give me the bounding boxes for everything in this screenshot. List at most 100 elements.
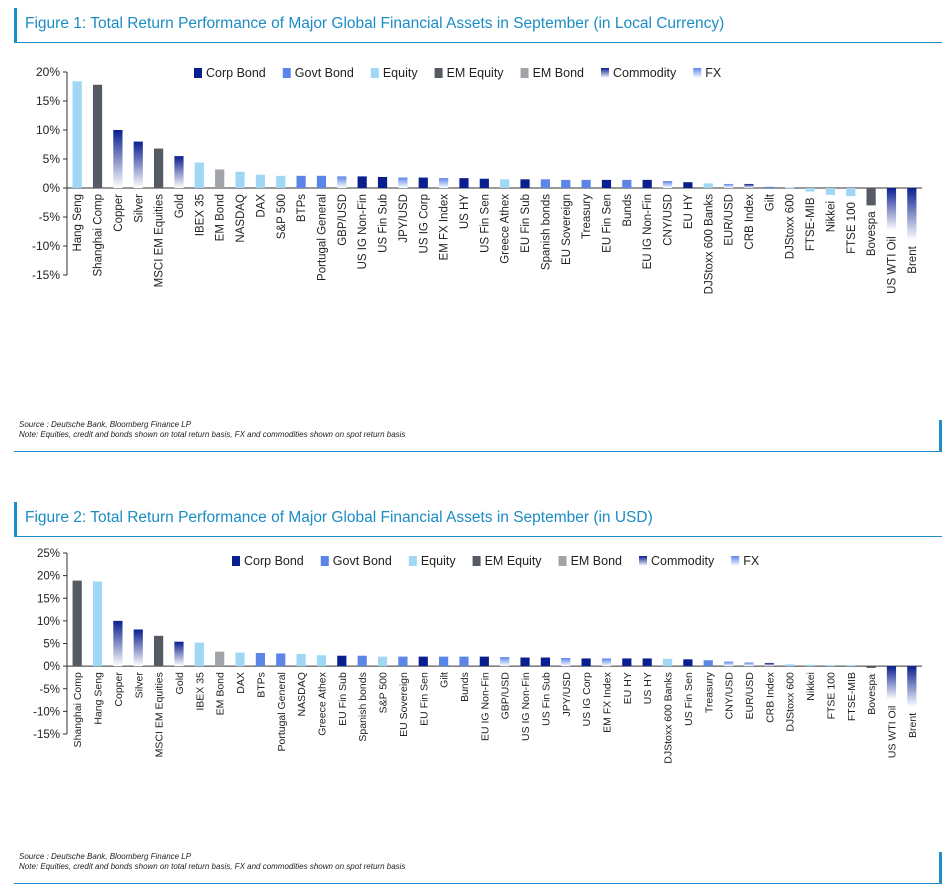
- bar-spanish-bonds: [357, 655, 367, 667]
- x-tick-label: Greece Athex: [316, 671, 328, 735]
- y-tick-label: 0%: [43, 181, 61, 195]
- x-tick-label: EM Bond: [215, 194, 227, 241]
- bar-em-bond: [215, 651, 225, 667]
- legend-swatch-corp-bond: [194, 68, 202, 78]
- y-tick-label: 25%: [37, 548, 60, 560]
- y-tick-label: 15%: [36, 94, 60, 108]
- bar-gilt: [439, 656, 449, 667]
- bar-nikkei: [805, 664, 815, 667]
- bar-treasury: [581, 179, 591, 188]
- bar-crb-index: [764, 662, 774, 667]
- x-tick-label: US Fin Sub: [540, 672, 552, 726]
- figure-2-chart: -15% -10% -5% 0% 5% 10% 15% 20% 25% Shanghai Comp…: [33, 548, 922, 764]
- bar-nikkei: [825, 188, 835, 195]
- x-tick-label: Brent: [907, 713, 919, 738]
- bar-em-fx-index: [601, 658, 612, 667]
- x-tick-label: Spanish bonds: [357, 672, 369, 741]
- figure-2-bottom-rule: [14, 883, 942, 884]
- bar-btps: [255, 653, 265, 667]
- legend-label-em-equity: EM Equity: [447, 66, 505, 80]
- x-tick-label: Silver: [133, 672, 145, 699]
- x-tick-label: BTPs: [255, 672, 267, 698]
- x-tick-label: Spanish bonds: [540, 194, 552, 270]
- bar-eu-sovereign: [398, 656, 408, 667]
- x-tick-label: Shanghai Comp: [72, 672, 84, 747]
- x-tick-label: DJStoxx 600 Banks: [703, 194, 715, 295]
- bar-eu-fin-sub: [520, 179, 530, 188]
- bar-us-ig-non-fin: [520, 657, 530, 667]
- bar-copper: [113, 620, 123, 667]
- bar-ftse-mib: [846, 665, 856, 667]
- bar-us-hy: [642, 658, 652, 667]
- bar-greece-athex: [316, 655, 327, 667]
- bar-eu-hy: [622, 658, 632, 667]
- x-tick-label: Portugal General: [316, 194, 328, 281]
- y-tick-label: 5%: [43, 152, 61, 166]
- bar-ftse-100: [846, 188, 856, 197]
- bar-portugal-general: [316, 175, 327, 188]
- x-tick-label: IBEX 35: [194, 194, 206, 236]
- bar-jpy-usd: [561, 657, 571, 667]
- x-tick-label: IBEX 35: [194, 672, 206, 711]
- x-tick-label: US Fin Sub: [378, 194, 390, 253]
- bar-gbp-usd: [337, 176, 347, 188]
- x-tick-label: DJStoxx 600 Banks: [663, 672, 675, 764]
- x-tick-label: DJStoxx 600: [785, 672, 797, 732]
- y-tick-label: -15%: [32, 268, 60, 282]
- x-tick-label: CRB Index: [764, 671, 776, 723]
- x-tick-label: Nikkei: [825, 201, 837, 232]
- bar-brent: [907, 666, 917, 707]
- legend-label-corp-bond: Corp Bond: [244, 554, 304, 568]
- bar-msci-em-equities: [154, 635, 164, 667]
- x-tick-label: Treasury: [703, 671, 715, 713]
- y-tick-label: 10%: [37, 616, 60, 628]
- x-tick-label: US HY: [459, 194, 471, 229]
- legend-swatch-commodity: [600, 68, 609, 78]
- bar-gold: [174, 641, 184, 667]
- bar-eu-hy: [683, 182, 693, 188]
- bar-eu-sovereign: [561, 179, 571, 188]
- x-tick-label: EUR/USD: [744, 672, 756, 720]
- bar-copper: [113, 130, 123, 188]
- x-tick-label: JPY/USD: [561, 672, 573, 717]
- bar-eu-fin-sen: [601, 179, 612, 188]
- x-tick-label: FTSE 100: [846, 202, 858, 254]
- x-tick-label: Gilt: [764, 193, 776, 211]
- figure-1-title: Figure 1: Total Return Performance of Ma…: [14, 8, 942, 43]
- figure-1-bottom-rule: [14, 451, 942, 452]
- y-tick-label: -10%: [33, 706, 60, 718]
- bar-gilt: [764, 186, 774, 188]
- y-tick-label: 15%: [37, 593, 60, 605]
- figure-2-panel: Figure 2: Total Return Performance of Ma…: [14, 502, 942, 890]
- bar-s-p-500: [276, 175, 286, 188]
- legend-swatch-fx: [693, 68, 702, 78]
- legend-label-equity: Equity: [421, 554, 456, 568]
- figure-1-notes: Source : Deutsche Bank, Bloomberg Financ…: [19, 420, 405, 440]
- bar-bunds: [622, 179, 632, 188]
- x-tick-label: Hang Seng: [93, 672, 105, 725]
- legend-swatch-govt-bond: [282, 68, 291, 78]
- legend-swatch-equity: [370, 68, 379, 78]
- bar-shanghai-comp: [92, 84, 103, 188]
- x-tick-label: EU IG Non-Fin: [642, 194, 654, 269]
- figure-1-note: Note: Equities, credit and bonds shown o…: [19, 430, 406, 439]
- x-tick-label: EU Sovereign: [398, 672, 410, 737]
- bar-us-fin-sub: [377, 176, 388, 188]
- x-tick-label: EU IG Non-Fin: [479, 672, 491, 741]
- bar-gold: [174, 156, 184, 188]
- bar-greece-athex: [500, 179, 510, 188]
- x-tick-label: EM FX Index: [439, 194, 451, 261]
- bar-hang-seng: [72, 81, 82, 188]
- bar-nasdaq: [235, 171, 245, 188]
- x-tick-label: Bunds: [459, 672, 471, 702]
- figure-1-right-rule: [939, 420, 942, 451]
- legend-swatch-em-bond: [520, 68, 529, 78]
- bar-eu-fin-sub: [337, 655, 347, 667]
- x-tick-label: Bovespa: [866, 674, 878, 715]
- x-tick-label: Gold: [174, 194, 186, 218]
- legend-swatch-fx: [731, 556, 740, 566]
- x-tick-label: FTSE-MIB: [846, 672, 858, 721]
- figure-1-panel: Figure 1: Total Return Performance of Ma…: [14, 8, 942, 456]
- figure-2-note: Note: Equities, credit and bonds shown o…: [19, 862, 406, 871]
- bar-us-ig-corp: [581, 658, 591, 667]
